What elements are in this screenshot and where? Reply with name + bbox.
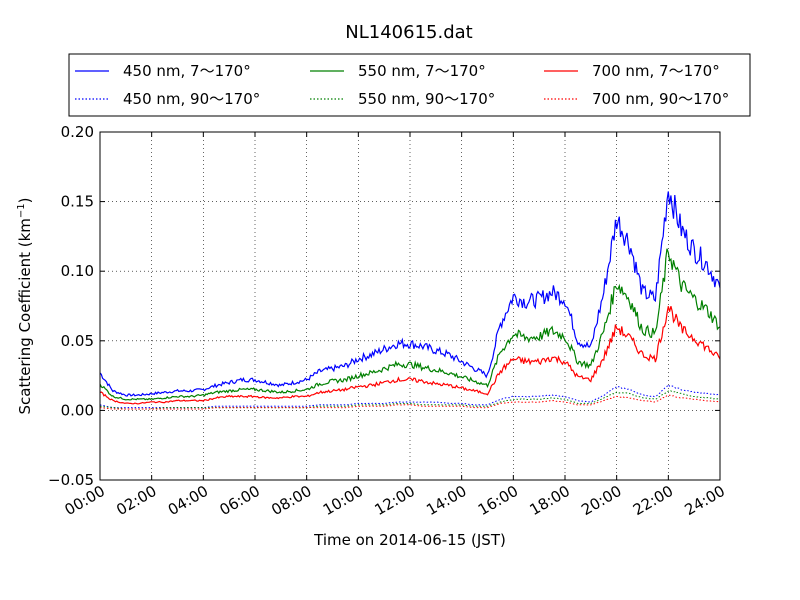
legend-entries: 450 nm, 7～170° 450 nm, 90～170° 550 nm, 7～1… xyxy=(75,62,729,108)
legend-label-2: 550 nm, 7～170° xyxy=(358,62,486,80)
legend-label-0: 450 nm, 7～170° xyxy=(123,62,251,80)
y-axis-label-end: ) xyxy=(16,197,34,203)
y-axis-label-main: Scattering Coefficient (km xyxy=(16,218,34,414)
series-line-0 xyxy=(99,191,721,397)
y-tick-label: 0.10 xyxy=(61,262,94,280)
plot-area-series xyxy=(99,191,721,410)
legend: 450 nm, 7～170° 450 nm, 90～170° 550 nm, 7～1… xyxy=(68,53,751,117)
legend-label-3: 550 nm, 90～170° xyxy=(358,90,495,108)
chart-title: NL140615.dat xyxy=(345,22,472,43)
legend-label-1: 450 nm, 90～170° xyxy=(123,90,260,108)
legend-label-5: 700 nm, 90～170° xyxy=(592,90,729,108)
y-tick-label: 0.15 xyxy=(61,193,94,211)
x-axis-label: Time on 2014-06-15 (JST) xyxy=(313,531,506,549)
series-line-5 xyxy=(100,394,720,410)
y-axis-label-superscript: −1 xyxy=(16,203,27,218)
series-line-1 xyxy=(99,383,721,409)
y-tick-label: 0.20 xyxy=(61,123,94,141)
y-tick-label: 0.05 xyxy=(61,332,94,350)
y-tick-label: 0.00 xyxy=(61,401,94,419)
y-axis-label: Scattering Coefficient (km−1) xyxy=(16,197,34,414)
series-line-3 xyxy=(99,390,721,410)
legend-box xyxy=(68,53,751,117)
y-axis: −0.05 0.00 0.05 0.10 0.15 0.20 xyxy=(48,123,720,489)
y-tick-label: −0.05 xyxy=(48,471,94,489)
series-line-2 xyxy=(99,248,721,401)
series-line-4 xyxy=(99,306,721,405)
legend-label-4: 700 nm, 7～170° xyxy=(592,62,720,80)
